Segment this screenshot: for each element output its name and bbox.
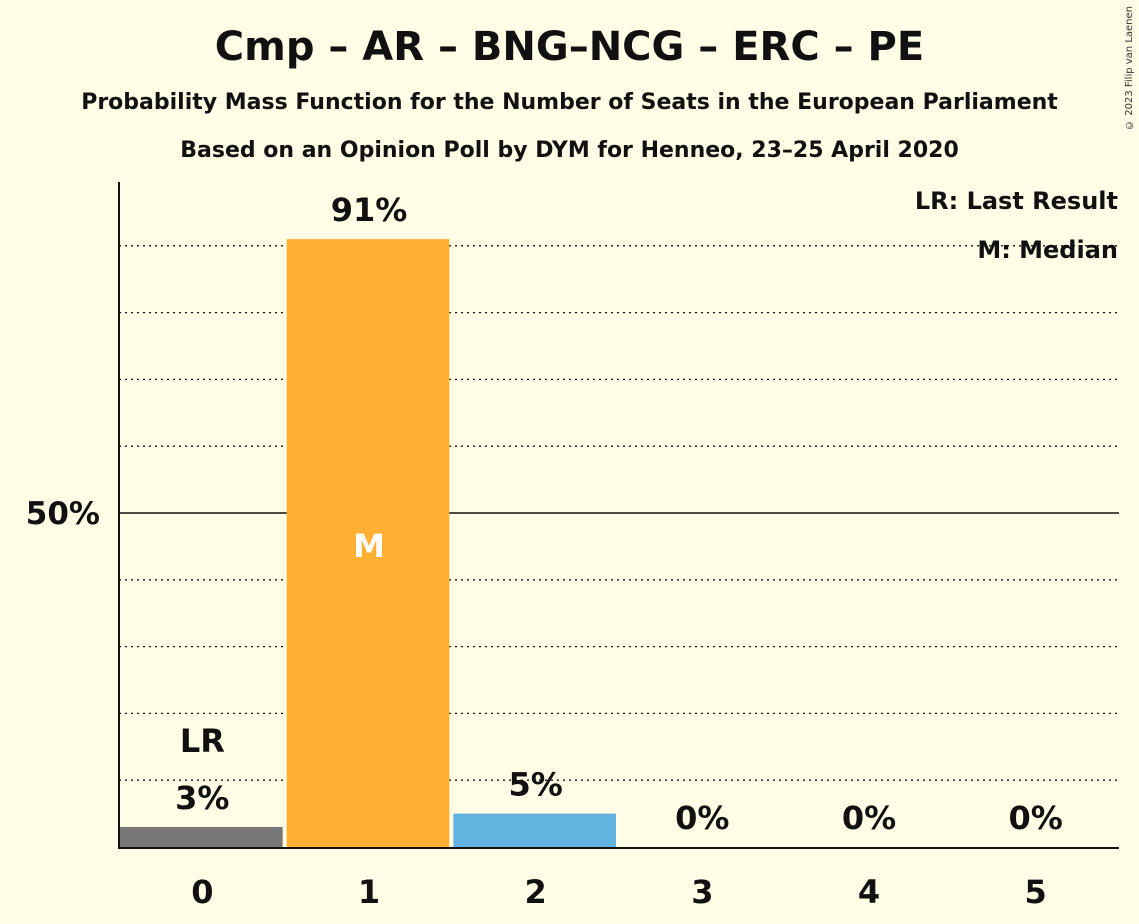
legend-median: M: Median <box>977 236 1118 264</box>
chart-source-line: Based on an Opinion Poll by DYM for Henn… <box>180 138 959 163</box>
x-tick-label: 4 <box>858 873 880 911</box>
bar-value-label: 5% <box>509 766 563 804</box>
chart-subtitle: Probability Mass Function for the Number… <box>81 90 1058 115</box>
bar-seat-0 <box>120 826 283 847</box>
bar-value-label: 91% <box>331 191 408 229</box>
x-tick-label: 0 <box>191 873 213 911</box>
bar-seat-1 <box>286 239 450 847</box>
bar-seat-2 <box>453 813 616 847</box>
legend: LR: Last Result M: Median <box>915 187 1118 264</box>
chart-title: Cmp – AR – BNG–NCG – ERC – PE <box>214 24 925 70</box>
bar-value-label: 3% <box>175 779 229 817</box>
x-tick-label: 2 <box>525 873 547 911</box>
y-tick-label: 50% <box>26 496 100 532</box>
median-marker: M <box>353 527 385 565</box>
x-tick-label: 3 <box>691 873 713 911</box>
legend-last-result: LR: Last Result <box>915 187 1118 215</box>
bar-value-label: 0% <box>1009 799 1063 837</box>
gridlines <box>119 245 1119 781</box>
last-result-marker: LR <box>180 722 225 760</box>
bar-value-label: 0% <box>675 799 729 837</box>
bars <box>120 239 616 847</box>
x-tick-label: 1 <box>358 873 380 911</box>
labels: 50% 3% 0 91% 1 5% 2 0% 3 0% 4 0% 5 LR M <box>26 191 1063 911</box>
axes <box>118 182 1119 849</box>
x-tick-label: 5 <box>1025 873 1047 911</box>
bar-value-label: 0% <box>842 799 896 837</box>
